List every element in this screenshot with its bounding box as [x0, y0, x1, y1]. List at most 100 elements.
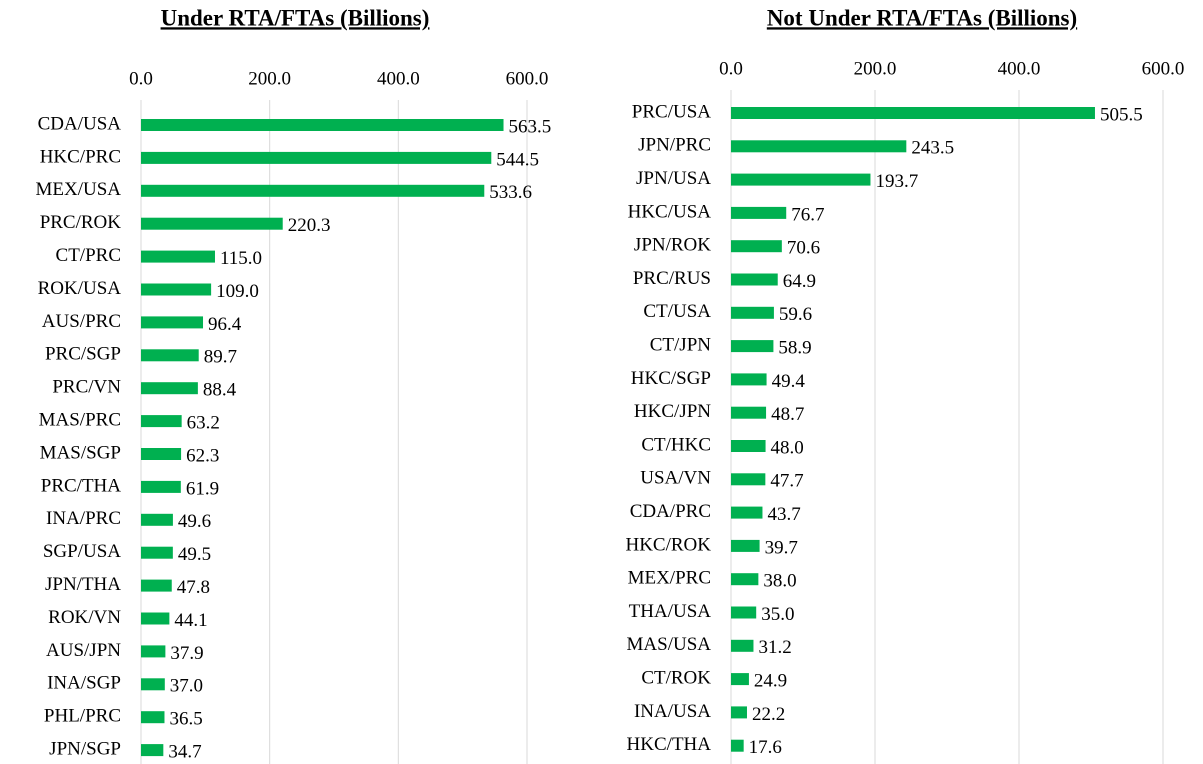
category-label: AUS/PRC — [42, 311, 121, 332]
category-label: PRC/VN — [52, 377, 121, 398]
value-label: 62.3 — [186, 445, 219, 466]
bar — [141, 316, 204, 329]
category-label: HKC/THA — [627, 734, 712, 755]
bar — [141, 448, 182, 460]
category-label: PRC/SGP — [45, 344, 121, 365]
value-label: 44.1 — [174, 610, 207, 631]
category-label: PRC/THA — [41, 475, 122, 496]
bar — [141, 184, 485, 197]
category-label: HKC/ROK — [625, 534, 711, 555]
value-label: 48.7 — [771, 404, 804, 425]
value-label: 34.7 — [168, 741, 201, 762]
category-label: USA/VN — [640, 468, 711, 489]
bar — [731, 273, 778, 286]
bar — [141, 678, 165, 691]
bar — [141, 283, 212, 296]
bar — [141, 480, 181, 493]
category-label: CT/HKC — [641, 434, 711, 455]
bar — [731, 440, 766, 452]
category-label: CT/ROK — [641, 667, 711, 688]
value-label: 37.9 — [170, 643, 203, 664]
category-label: JPN/PRC — [638, 135, 711, 156]
bar — [141, 349, 199, 362]
category-label: ROK/VN — [48, 607, 121, 628]
category-label: CT/JPN — [650, 334, 712, 355]
category-label: CDA/PRC — [630, 501, 711, 522]
category-label: SGP/USA — [43, 541, 121, 562]
value-label: 31.2 — [758, 637, 791, 658]
value-label: 243.5 — [911, 138, 954, 159]
value-label: 544.5 — [496, 149, 539, 170]
bar — [731, 539, 760, 552]
category-label: JPN/USA — [636, 168, 711, 189]
category-label: HKC/USA — [628, 201, 712, 222]
value-label: 43.7 — [767, 504, 800, 525]
category-label: MAS/USA — [627, 634, 712, 655]
bar — [731, 206, 787, 219]
bar — [141, 151, 492, 164]
category-label: CDA/USA — [38, 113, 122, 134]
value-label: 58.9 — [778, 337, 811, 358]
value-label: 59.6 — [779, 304, 812, 325]
value-label: 61.9 — [186, 478, 219, 499]
category-label: PRC/RUS — [633, 268, 711, 289]
bar — [141, 382, 198, 395]
bar — [141, 612, 170, 625]
category-label: JPN/ROK — [634, 235, 711, 256]
value-label: 115.0 — [220, 248, 262, 269]
value-label: 24.9 — [754, 670, 787, 691]
category-label: MAS/PRC — [39, 409, 121, 430]
x-tick-label: 0.0 — [719, 58, 743, 79]
category-label: AUS/JPN — [46, 640, 121, 661]
bar — [731, 573, 759, 586]
value-label: 37.0 — [170, 676, 203, 697]
value-label: 22.2 — [752, 704, 785, 725]
bar — [731, 606, 757, 619]
value-label: 36.5 — [169, 709, 202, 730]
value-label: 89.7 — [204, 347, 237, 368]
value-label: 96.4 — [208, 314, 242, 335]
bar — [141, 645, 166, 658]
category-label: HKC/JPN — [634, 401, 711, 422]
category-label: MEX/PRC — [628, 568, 711, 589]
bar — [731, 240, 782, 253]
category-label: INA/SGP — [47, 673, 121, 694]
bar — [141, 513, 173, 526]
category-label: PRC/USA — [632, 101, 711, 122]
category-label: HKC/SGP — [631, 368, 711, 389]
category-label: INA/USA — [634, 701, 711, 722]
value-label: 193.7 — [875, 171, 918, 192]
x-tick-label: 200.0 — [854, 58, 897, 79]
x-tick-label: 400.0 — [377, 68, 420, 89]
bar — [141, 415, 182, 428]
value-label: 533.6 — [489, 182, 532, 203]
bar — [731, 373, 767, 386]
category-label: CT/USA — [643, 301, 711, 322]
category-label: CT/PRC — [56, 245, 121, 266]
bar — [731, 406, 767, 419]
category-label: HKC/PRC — [40, 146, 121, 167]
value-label: 220.3 — [288, 215, 331, 236]
value-label: 109.0 — [216, 281, 259, 302]
category-label: JPN/SGP — [49, 738, 121, 759]
bar — [731, 706, 747, 719]
bar — [141, 711, 165, 724]
value-label: 76.7 — [791, 204, 824, 225]
value-label: 563.5 — [509, 116, 552, 137]
category-label: THA/USA — [629, 601, 712, 622]
value-label: 47.7 — [770, 471, 803, 492]
bar — [141, 546, 173, 559]
bar — [731, 306, 774, 319]
category-label: ROK/USA — [38, 278, 122, 299]
value-label: 47.8 — [177, 577, 210, 598]
value-label: 35.0 — [761, 604, 794, 625]
value-label: 70.6 — [787, 238, 820, 259]
bar — [731, 739, 744, 752]
value-label: 505.5 — [1100, 104, 1143, 125]
bar — [731, 673, 749, 686]
bar — [731, 140, 907, 153]
value-label: 63.2 — [187, 412, 220, 433]
value-label: 39.7 — [765, 537, 798, 558]
x-tick-label: 600.0 — [506, 68, 549, 89]
